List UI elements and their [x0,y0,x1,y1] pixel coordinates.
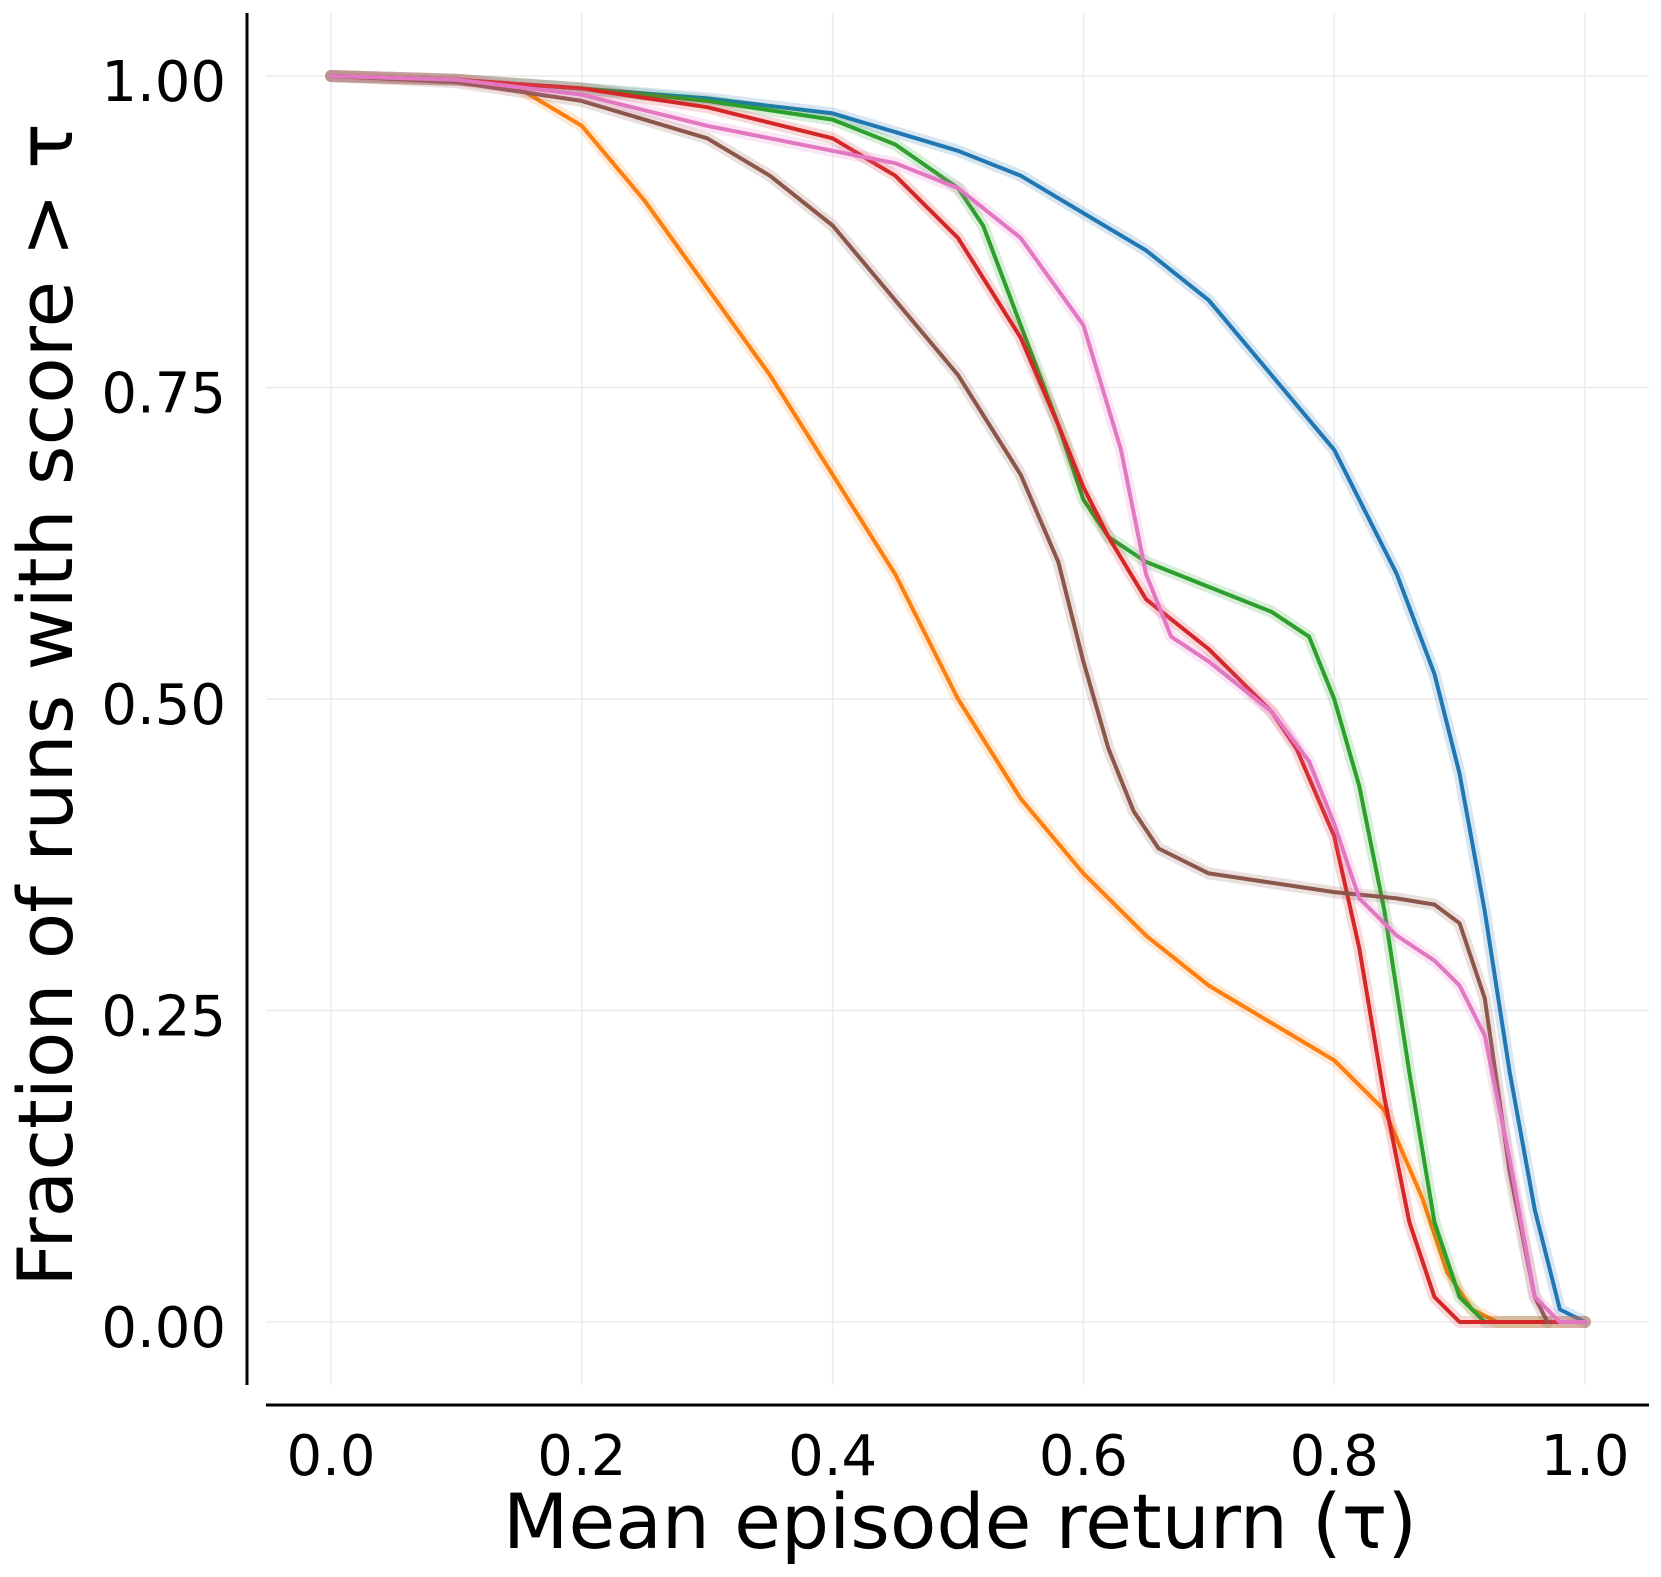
series-line-2 [329,74,1587,1324]
x-tick-label: 0.2 [537,1424,626,1489]
x-tick-label: 0.4 [788,1424,877,1489]
x-tick-label: 1.0 [1540,1424,1629,1489]
y-tick-label: 0.00 [101,1296,226,1361]
y-tick-labels: 0.00 0.25 0.50 0.75 1.00 [101,50,226,1361]
x-tick-label: 0.6 [1039,1424,1128,1489]
y-tick-label: 0.25 [101,985,226,1050]
y-tick-label: 0.75 [101,362,226,427]
y-tick-label: 1.00 [101,50,226,115]
series-lines [325,70,1591,1328]
series-line-5 [329,74,1550,1324]
x-tick-labels: 0.0 0.2 0.4 0.6 0.8 1.0 [286,1424,1629,1489]
grid-lines [266,13,1649,1385]
y-tick-label: 0.50 [101,673,226,738]
x-axis-label: Mean episode return (τ) [503,1477,1417,1566]
x-tick-label: 0.0 [286,1424,375,1489]
series-line-3 [329,74,1587,1324]
series-line-6 [329,74,1587,1324]
x-tick-label: 0.8 [1290,1424,1379,1489]
series-line-1 [329,74,1587,1324]
series-line-4 [329,74,1587,1324]
y-axis-label: Fraction of runs with score > τ [1,123,90,1287]
